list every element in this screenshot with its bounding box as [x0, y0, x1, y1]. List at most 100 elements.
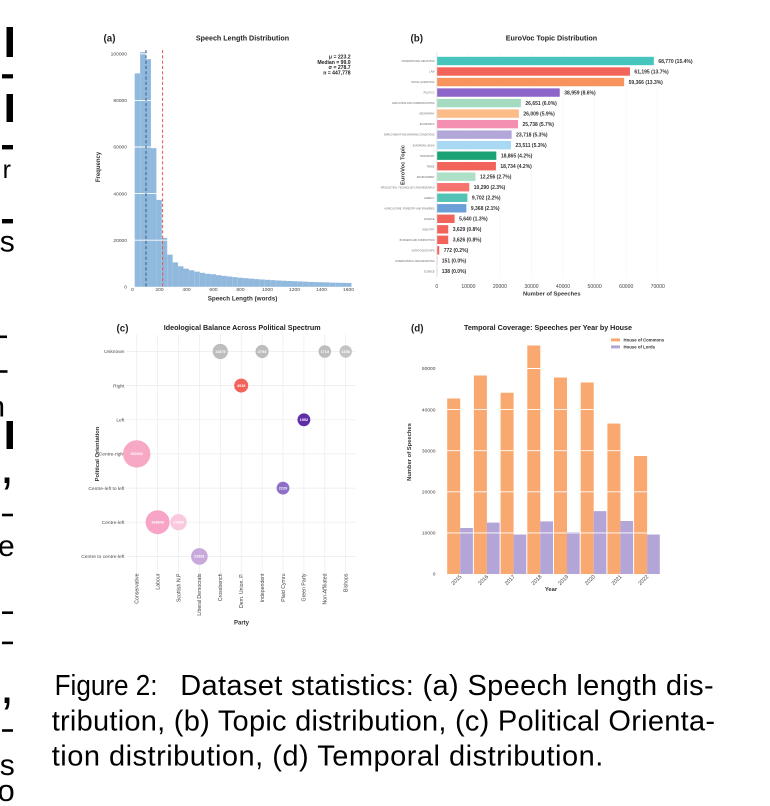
- svg-text:Centre-left: Centre-left: [102, 520, 125, 526]
- svg-text:9,368 (2.1%): 9,368 (2.1%): [471, 206, 500, 212]
- svg-text:2016: 2016: [477, 574, 490, 587]
- svg-text:22831: 22831: [194, 555, 205, 559]
- svg-text:Temporal Coverage: Speeches pe: Temporal Coverage: Speeches per Year by …: [464, 324, 632, 332]
- svg-text:Dataset statistics: (a) Speech: Dataset statistics: (a) Speech length di…: [180, 670, 714, 702]
- svg-text:GEOGRAPHY: GEOGRAPHY: [419, 113, 435, 116]
- svg-text:Figure 2:: Figure 2:: [55, 669, 158, 702]
- svg-text:1200: 1200: [289, 287, 300, 293]
- svg-text:EMPLOYMENT AND WORKING CONDITI: EMPLOYMENT AND WORKING CONDITIONS: [384, 134, 435, 137]
- svg-text:200: 200: [155, 287, 163, 293]
- svg-text:,: ,: [0, 437, 14, 494]
- svg-text:2793: 2793: [258, 350, 266, 354]
- svg-text:0: 0: [124, 285, 127, 291]
- svg-text:Frequency: Frequency: [96, 151, 102, 182]
- svg-text:18,865 (4.2%): 18,865 (4.2%): [501, 153, 533, 159]
- svg-text:Speech Length (words): Speech Length (words): [208, 295, 278, 302]
- svg-text:2021: 2021: [611, 574, 624, 587]
- svg-text:TRANSPORT: TRANSPORT: [420, 155, 435, 158]
- svg-text:4915: 4915: [237, 384, 245, 388]
- svg-text:Unknown: Unknown: [104, 349, 125, 355]
- svg-text:40000: 40000: [556, 284, 570, 290]
- svg-text:tion distribution, (d) Tempora: tion distribution, (d) Temporal distribu…: [52, 741, 604, 773]
- svg-text:Year: Year: [545, 587, 558, 593]
- svg-text:21985: 21985: [173, 521, 184, 525]
- svg-text:80000: 80000: [113, 98, 127, 104]
- svg-text:138 (0.0%): 138 (0.0%): [442, 269, 467, 275]
- svg-text:House of Commons: House of Commons: [624, 338, 665, 343]
- svg-text:Scottish N.P: Scottish N.P: [176, 573, 182, 602]
- svg-text:Labour: Labour: [155, 573, 161, 589]
- svg-text:20000: 20000: [493, 284, 507, 290]
- svg-text:30000: 30000: [422, 448, 436, 454]
- svg-text:2019: 2019: [557, 574, 570, 587]
- svg-text:Political Orientation: Political Orientation: [95, 426, 101, 481]
- svg-text:Non-Affiliated: Non-Affiliated: [323, 573, 329, 604]
- svg-text:s: s: [0, 749, 15, 782]
- svg-text:Left: Left: [116, 418, 125, 424]
- svg-text:POLITICS: POLITICS: [424, 92, 435, 95]
- svg-text:Liberal Democrats: Liberal Democrats: [197, 573, 203, 615]
- svg-text:3,629 (0.8%): 3,629 (0.8%): [453, 227, 482, 233]
- svg-text:ENVIRONMENT: ENVIRONMENT: [417, 176, 435, 179]
- svg-text:Ideological Balance Across Pol: Ideological Balance Across Political Spe…: [164, 324, 321, 332]
- svg-text:1992: 1992: [300, 418, 308, 422]
- svg-text:1600: 1600: [343, 287, 354, 293]
- svg-text:2015: 2015: [451, 574, 464, 587]
- svg-text:20000: 20000: [422, 490, 436, 496]
- svg-text:e: e: [0, 530, 15, 563]
- svg-text:5,640 (1.3%): 5,640 (1.3%): [459, 217, 488, 223]
- svg-text:Median = 99.0: Median = 99.0: [317, 60, 350, 66]
- svg-text:0: 0: [131, 287, 134, 293]
- svg-text:800: 800: [236, 287, 244, 293]
- svg-text:772 (0.2%): 772 (0.2%): [444, 248, 469, 254]
- svg-text:10,290 (2.3%): 10,290 (2.3%): [474, 185, 506, 191]
- svg-text:50000: 50000: [422, 366, 436, 372]
- svg-text:20000: 20000: [113, 238, 127, 244]
- svg-text:FINANCE: FINANCE: [424, 218, 435, 221]
- svg-text:Right: Right: [113, 383, 125, 389]
- svg-text:SCIENCE: SCIENCE: [424, 271, 435, 274]
- svg-text:LAW: LAW: [429, 71, 435, 74]
- svg-text:Party: Party: [234, 620, 250, 626]
- svg-text:9,702 (2.2%): 9,702 (2.2%): [472, 196, 501, 202]
- svg-text:Plaid Cymru: Plaid Cymru: [281, 573, 287, 601]
- svg-text:Green Party: Green Party: [302, 573, 308, 601]
- svg-text:μ = 223.2: μ = 223.2: [329, 55, 351, 61]
- svg-text:30000: 30000: [524, 284, 538, 290]
- svg-text:0: 0: [433, 572, 436, 578]
- svg-text:Crossbench: Crossbench: [218, 573, 224, 601]
- svg-text:1000: 1000: [262, 287, 273, 293]
- svg-text:(d): (d): [411, 323, 424, 334]
- svg-text:25,738 (5.7%): 25,738 (5.7%): [523, 122, 555, 128]
- svg-text:Speech Length Distribution: Speech Length Distribution: [196, 35, 289, 43]
- svg-text:INTERNATIONAL RELATIONS: INTERNATIONAL RELATIONS: [402, 60, 435, 63]
- svg-text:σ = 278.7: σ = 278.7: [329, 65, 351, 71]
- svg-text:68,770 (15.4%): 68,770 (15.4%): [658, 59, 693, 65]
- svg-text:EuroVoc Topic: EuroVoc Topic: [401, 144, 407, 185]
- svg-text:o: o: [0, 773, 15, 806]
- svg-text:n = 447,778: n = 447,778: [323, 70, 350, 76]
- svg-text:10000: 10000: [422, 531, 436, 537]
- svg-text:11875: 11875: [215, 350, 225, 354]
- svg-text:3,626 (0.8%): 3,626 (0.8%): [453, 238, 482, 244]
- svg-text:23,511 (5.3%): 23,511 (5.3%): [516, 143, 547, 149]
- svg-text:,: ,: [0, 657, 14, 714]
- svg-text:Independent: Independent: [260, 573, 266, 602]
- svg-text:60000: 60000: [619, 284, 633, 290]
- svg-text:Centre-right: Centre-right: [99, 452, 125, 458]
- svg-text:Number of Speeches: Number of Speeches: [523, 292, 581, 298]
- svg-text:2229: 2229: [279, 486, 287, 490]
- svg-text:2022: 2022: [637, 574, 650, 587]
- svg-text:r: r: [3, 156, 11, 184]
- svg-text:(c): (c): [117, 323, 129, 334]
- svg-text:0: 0: [435, 284, 438, 290]
- svg-text:2020: 2020: [584, 574, 597, 587]
- svg-text:BUSINESS AND COMPETITION: BUSINESS AND COMPETITION: [400, 239, 435, 242]
- svg-text:Dem. Union. P.: Dem. Union. P.: [239, 574, 245, 609]
- svg-text:12,256 (2.7%): 12,256 (2.7%): [480, 175, 512, 181]
- svg-text:INDUSTRY: INDUSTRY: [422, 228, 435, 231]
- svg-text:18,734 (4.2%): 18,734 (4.2%): [500, 164, 532, 170]
- svg-text:Number of Speeches: Number of Speeches: [407, 423, 413, 481]
- svg-text:10000: 10000: [461, 284, 475, 290]
- svg-text:Centre-left to left: Centre-left to left: [88, 486, 125, 492]
